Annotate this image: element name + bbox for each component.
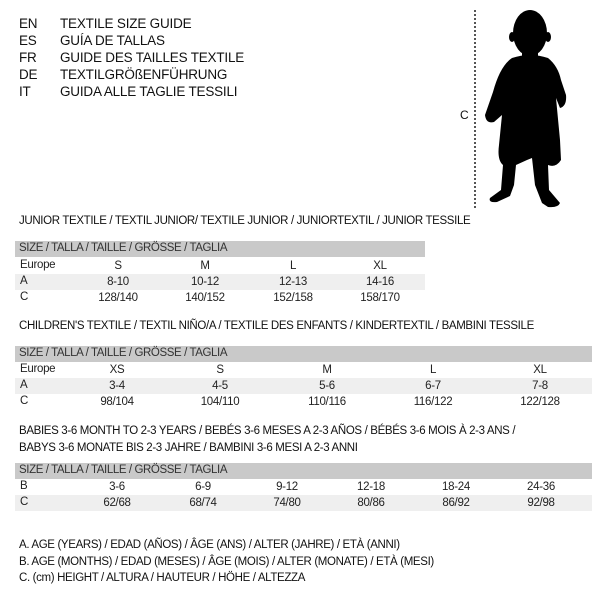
table-cell: 6-9 (195, 481, 211, 493)
table-cell: 18-24 (442, 481, 470, 493)
row-label: Europe (20, 259, 56, 271)
table-cell: XL (533, 364, 547, 376)
lang-code: DE (19, 67, 38, 82)
lang-code: FR (19, 50, 37, 65)
table-cell: 3-4 (109, 380, 125, 392)
table-cell: 74/80 (273, 497, 301, 509)
table-cell: 7-8 (532, 380, 548, 392)
row-label: C (20, 496, 29, 508)
table-cell: XL (373, 260, 387, 272)
table-cell: 3-6 (109, 481, 125, 493)
table-row: C 98/104 104/110 110/116 116/122 122/128 (15, 394, 592, 410)
table-cell: S (114, 260, 122, 272)
babies-header: SIZE / TALLA / TAILLE / GRÖSSE / TAGLIA (19, 464, 228, 476)
lang-code: EN (19, 16, 38, 31)
table-cell: 68/74 (189, 497, 217, 509)
table-row: B 3-6 6-9 9-12 12-18 18-24 24-36 (15, 479, 592, 495)
table-cell: 6-7 (425, 380, 441, 392)
junior-header: SIZE / TALLA / TAILLE / GRÖSSE / TAGLIA (19, 242, 228, 254)
lang-title: TEXTILGRÖßENFÜHRUNG (60, 67, 228, 82)
table-cell: M (200, 260, 210, 272)
table-cell: L (429, 364, 437, 376)
babies-title-line2: BABYS 3-6 MONATE BIS 2-3 JAHRE / BAMBINI… (19, 442, 358, 454)
table-cell: XS (109, 364, 125, 376)
table-cell: 152/158 (273, 292, 313, 304)
children-header-bar: SIZE / TALLA / TAILLE / GRÖSSE / TAGLIA (15, 346, 592, 362)
lang-code: IT (19, 84, 31, 99)
table-cell: 12-18 (357, 481, 385, 493)
table-cell: 86/92 (442, 497, 470, 509)
legend-item: B. AGE (MONTHS) / EDAD (MESES) / ÂGE (MO… (19, 556, 434, 568)
babies-header-bar: SIZE / TALLA / TAILLE / GRÖSSE / TAGLIA (15, 463, 592, 479)
table-cell: 98/104 (100, 396, 134, 408)
table-cell: 24-36 (527, 481, 555, 493)
table-cell: 14-16 (366, 276, 394, 288)
children-title: CHILDREN'S TEXTILE / TEXTIL NIÑO/A / TEX… (19, 320, 534, 332)
lang-title: GUIDE DES TAILLES TEXTILE (60, 50, 245, 65)
legend-item: C. (cm) HEIGHT / ALTURA / HAUTEUR / HÖHE… (19, 572, 306, 584)
table-cell: 62/68 (103, 497, 131, 509)
height-measure-line (474, 10, 476, 208)
height-label: C (460, 108, 469, 122)
table-cell: M (322, 364, 332, 376)
table-row: C 62/68 68/74 74/80 80/86 86/92 92/98 (15, 495, 592, 511)
legend-item: A. AGE (YEARS) / EDAD (AÑOS) / ÂGE (ANS)… (19, 539, 400, 551)
table-cell: L (289, 260, 297, 272)
lang-title: GUÍA DE TALLAS (60, 33, 165, 48)
table-cell: 8-10 (107, 276, 129, 288)
table-cell: S (216, 364, 224, 376)
row-label: B (20, 480, 28, 492)
table-cell: 128/140 (98, 292, 138, 304)
babies-title-line1: BABIES 3-6 MONTH TO 2-3 YEARS / BEBÉS 3-… (19, 425, 516, 437)
table-cell: 104/110 (200, 396, 240, 408)
table-cell: 10-12 (191, 276, 219, 288)
table-cell: 92/98 (527, 497, 555, 509)
lang-title: GUIDA ALLE TAGLIE TESSILI (60, 84, 238, 99)
row-label: Europe (20, 363, 56, 375)
child-silhouette-icon (485, 10, 567, 208)
table-cell: 116/122 (413, 396, 453, 408)
lang-code: ES (19, 33, 37, 48)
table-cell: 4-5 (212, 380, 228, 392)
children-header: SIZE / TALLA / TAILLE / GRÖSSE / TAGLIA (19, 347, 228, 359)
table-row: Europe S M L XL (15, 258, 425, 274)
lang-title: TEXTILE SIZE GUIDE (60, 16, 192, 31)
table-row: Europe XS S M L XL (15, 362, 592, 378)
row-label: C (20, 395, 29, 407)
table-cell: 122/128 (520, 396, 560, 408)
table-cell: 9-12 (276, 481, 298, 493)
table-cell: 80/86 (357, 497, 385, 509)
table-row: A 8-10 10-12 12-13 14-16 (15, 274, 425, 290)
junior-header-bar: SIZE / TALLA / TAILLE / GRÖSSE / TAGLIA (15, 241, 425, 257)
table-cell: 12-13 (279, 276, 307, 288)
table-cell: 5-6 (319, 380, 335, 392)
table-cell: 158/170 (360, 292, 400, 304)
table-row: C 128/140 140/152 152/158 158/170 (15, 290, 425, 306)
row-label: A (20, 275, 28, 287)
table-cell: 110/116 (308, 396, 346, 408)
table-cell: 140/152 (185, 292, 225, 304)
table-row: A 3-4 4-5 5-6 6-7 7-8 (15, 378, 592, 394)
row-label: C (20, 291, 29, 303)
junior-title: JUNIOR TEXTILE / TEXTIL JUNIOR/ TEXTILE … (19, 215, 471, 227)
row-label: A (20, 379, 28, 391)
